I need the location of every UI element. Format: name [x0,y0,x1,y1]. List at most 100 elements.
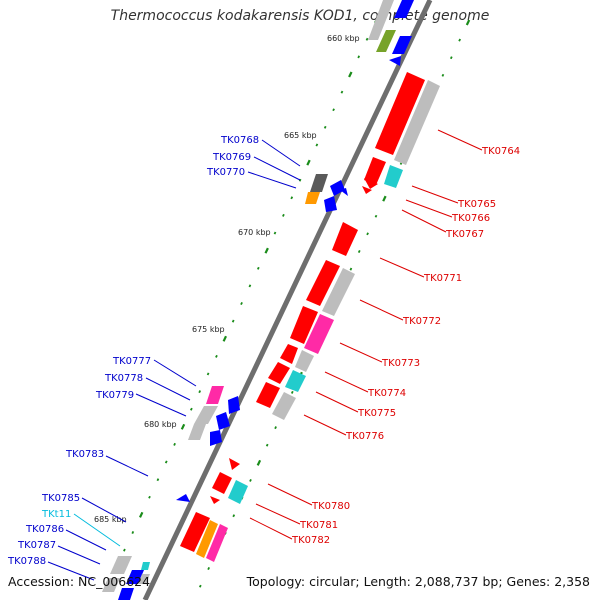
minor-tick [357,55,361,59]
leader-line-TK0780 [267,483,313,506]
minor-tick [315,143,319,147]
minor-tick [365,37,369,41]
minor-tick [374,214,378,218]
scale-label-685: 685 kbp [94,515,127,524]
gene-feature-blue [392,36,412,54]
minor-tick [357,249,361,254]
major-tick [264,247,269,254]
gene-feature-TK0773 [290,306,318,344]
gene-feature-TK0765 [364,157,386,185]
leader-line-TK0787 [57,545,101,565]
gene-feature-olive [376,30,396,52]
minor-tick [274,426,277,430]
minor-tick [282,213,285,217]
minor-tick [231,319,235,323]
scale-label-665: 665 kbp [284,131,317,140]
gene-feature-TK0771 [332,222,358,256]
minor-tick [173,442,176,446]
gene-feature-TK0767 [362,186,372,194]
leader-line-TK0765 [411,185,459,204]
gene-feature-cyan [285,370,306,392]
gene-feature-TK0780 [229,458,240,470]
leader-line-TK0782 [249,517,293,540]
leader-line-TK0788 [47,561,95,581]
scale-label-660: 660 kbp [327,34,360,43]
gene-feature-red [280,344,298,364]
gene-feature-TK0774 [268,362,290,384]
leader-line-TK0768 [261,139,301,167]
gene-label-TK0769: TK0769 [212,152,251,163]
minor-tick [240,301,243,306]
minor-tick [248,284,252,288]
scale-label-680: 680 kbp [144,420,177,429]
gene-feature-gray [295,350,314,372]
gene-feature-blue [228,396,240,414]
minor-tick [265,443,269,447]
minor-tick [441,73,445,77]
minor-tick [366,232,369,236]
gene-feature-TK0775 [256,382,280,408]
gene-feature-blue [210,430,222,446]
leader-line-TK0777 [153,359,197,387]
gene-label-TK0786: TK0786 [25,524,64,535]
gene-feature-gray [368,0,394,40]
gene-label-TK0770: TK0770 [206,167,245,178]
gene-feature-TK0782 [180,512,210,552]
gene-feature-magenta [304,314,334,354]
leader-line-TK0781 [255,503,301,525]
gene-label-TK0775: TK0775 [357,408,396,419]
gene-label-TK0783: TK0783 [65,449,104,460]
gene-feature-gray [102,578,120,592]
accession-text: Accession: NC_006624 [8,574,151,589]
minor-tick [123,548,126,552]
major-tick [382,195,387,202]
minor-tick [206,372,210,376]
gene-feature-TK0781 [228,480,248,504]
gene-label-TK0764: TK0764 [481,146,520,157]
leader-line-TK0767 [401,209,447,233]
gene-label-TK0788: TK0788 [7,556,46,567]
tick-track-inner [114,2,386,570]
minor-tick [148,495,151,499]
minor-tick [207,566,211,571]
leader-line-TK0764 [437,129,483,151]
leader-line-TK0773 [339,342,383,363]
gene-labels: TK0764 TK0765 TK0766 TK0767 TK0768 TK076… [7,135,520,567]
gene-label-TK0781: TK0781 [299,520,338,531]
gene-feature-TK0769 [330,180,345,196]
gene-label-TK0777: TK0777 [112,356,151,367]
gene-feature-TK0770 [324,196,337,212]
minor-tick [215,354,218,358]
minor-tick [198,390,202,394]
minor-tick [340,90,344,94]
map-title: Thermococcus kodakarensis KOD1, complete… [110,8,490,24]
gene-feature-TK0772 [306,260,340,306]
minor-tick [449,56,453,60]
gene-feature-gray [322,268,355,316]
scale-label-675: 675 kbp [192,325,225,334]
gene-label-TK0768: TK0768 [220,135,259,146]
gene-label-TK0780: TK0780 [311,501,350,512]
gene-feature-red [210,496,220,504]
gene-feature-cyan [384,165,403,188]
leader-line-TKt11 [73,513,121,547]
gene-label-TKt11: TKt11 [41,509,71,520]
scale-labels: 660 kbp 665 kbp 670 kbp 675 kbp 680 kbp … [94,34,360,524]
minor-tick [458,38,462,42]
minor-tick [189,407,193,411]
gene-feature-TK0783 [176,494,190,502]
gene-feature-gray [110,556,132,574]
gene-label-TK0765: TK0765 [457,199,496,210]
minor-tick [249,479,252,482]
gene-feature-orange [196,520,218,558]
minor-tick [256,266,260,270]
leader-line-TK0766 [405,199,453,218]
gene-feature-red [212,472,232,494]
gene-feature-blue [389,56,401,66]
minor-tick [198,584,202,588]
scale-label-670: 670 kbp [238,228,271,237]
minor-tick [273,231,277,235]
gene-label-TK0782: TK0782 [291,535,330,546]
minor-tick [164,460,168,464]
gene-label-TK0767: TK0767 [445,229,484,240]
